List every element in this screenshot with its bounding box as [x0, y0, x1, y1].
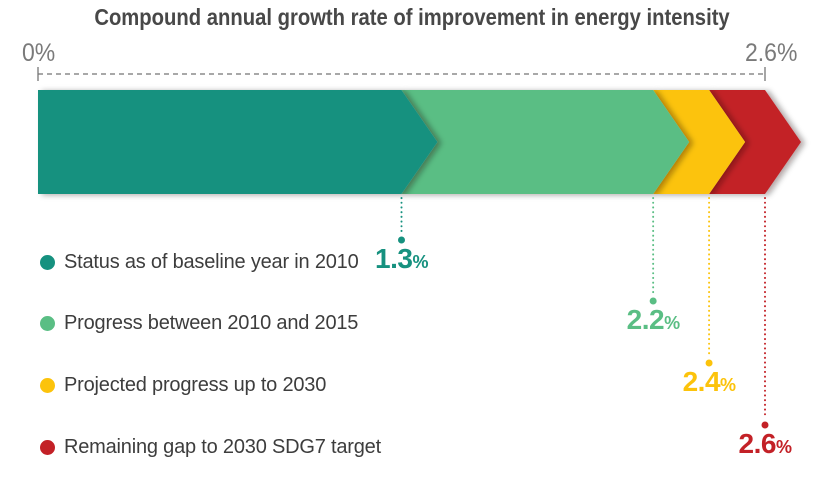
legend-bullet — [40, 439, 55, 455]
segment-value-label: 2.4% — [682, 366, 736, 397]
chart-title: Compound annual growth rate of improveme… — [0, 4, 824, 31]
segment-value-label: 2.2% — [626, 304, 680, 335]
chevron-segment — [709, 90, 801, 194]
chevron-segment — [38, 90, 438, 194]
segment-value-label: 2.6% — [738, 428, 792, 459]
chevron-segments — [38, 90, 801, 194]
legend-bullet — [40, 315, 55, 331]
chevron-segment — [653, 90, 746, 194]
axis-min-label: 0% — [22, 39, 56, 67]
leader-dot — [649, 297, 657, 305]
legend-item-label: Progress between 2010 and 2015 — [64, 311, 359, 334]
legend-item: Remaining gap to 2030 SDG7 target — [40, 432, 381, 462]
leader-dot — [398, 236, 405, 244]
legend-item: Progress between 2010 and 2015 — [40, 308, 358, 338]
leader-dotted-lines — [398, 197, 769, 429]
leader-dot — [705, 359, 713, 367]
chart-title-text: Compound annual growth rate of improveme… — [94, 4, 730, 30]
axis-dashed-line — [37, 67, 766, 81]
legend-item-label: Remaining gap to 2030 SDG7 target — [64, 435, 381, 458]
legend-item-label: Status as of baseline year in 2010 — [64, 250, 359, 273]
chevron-segment — [401, 90, 690, 194]
legend-bullet — [40, 254, 55, 270]
segment-value-label: 1.3% — [375, 243, 428, 274]
axis-max-label: 2.6% — [745, 39, 798, 67]
legend-item-label: Projected progress up to 2030 — [64, 373, 327, 396]
legend-item: Projected progress up to 2030 — [40, 370, 326, 400]
legend-item: Status as of baseline year in 2010 — [40, 247, 359, 277]
legend-bullet — [40, 377, 55, 393]
leader-dot — [761, 421, 769, 429]
